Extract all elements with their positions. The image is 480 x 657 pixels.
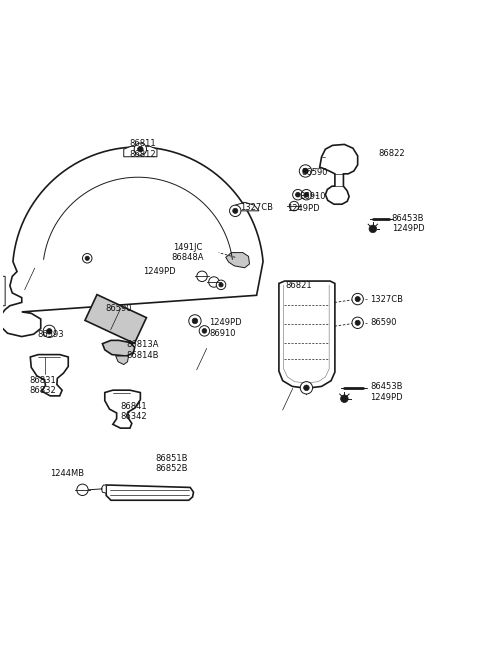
Circle shape bbox=[233, 208, 238, 214]
Circle shape bbox=[43, 325, 56, 338]
Circle shape bbox=[199, 326, 210, 336]
Text: 86590: 86590 bbox=[371, 318, 397, 327]
Polygon shape bbox=[85, 294, 146, 344]
Circle shape bbox=[134, 143, 146, 155]
Circle shape bbox=[229, 205, 241, 217]
Text: 1249PD: 1249PD bbox=[392, 225, 424, 233]
Circle shape bbox=[209, 277, 219, 287]
Circle shape bbox=[138, 147, 143, 152]
Text: 1491JC
86848A: 1491JC 86848A bbox=[171, 243, 204, 262]
Circle shape bbox=[304, 385, 309, 390]
Polygon shape bbox=[106, 485, 193, 500]
Circle shape bbox=[296, 193, 300, 197]
Text: 86831
86832: 86831 86832 bbox=[30, 376, 57, 395]
Polygon shape bbox=[0, 277, 5, 306]
Circle shape bbox=[301, 189, 312, 200]
Circle shape bbox=[355, 320, 360, 325]
Text: 86590: 86590 bbox=[301, 168, 328, 177]
Text: 1327CB: 1327CB bbox=[371, 294, 404, 304]
Text: 1249PD: 1249PD bbox=[209, 318, 242, 327]
Text: 86590: 86590 bbox=[106, 304, 132, 313]
Text: 86453B: 86453B bbox=[392, 214, 424, 223]
Polygon shape bbox=[30, 355, 68, 396]
Polygon shape bbox=[279, 281, 335, 388]
Text: 86453B: 86453B bbox=[371, 382, 403, 391]
Circle shape bbox=[216, 280, 226, 290]
Circle shape bbox=[352, 317, 363, 328]
Text: 86821: 86821 bbox=[285, 281, 312, 290]
Polygon shape bbox=[320, 145, 358, 204]
Circle shape bbox=[355, 296, 360, 302]
Polygon shape bbox=[116, 356, 129, 365]
Circle shape bbox=[197, 271, 207, 282]
Circle shape bbox=[189, 315, 201, 327]
Circle shape bbox=[289, 201, 299, 211]
Text: 1249PD: 1249PD bbox=[288, 204, 320, 214]
Polygon shape bbox=[235, 202, 259, 211]
Text: 1327CB: 1327CB bbox=[240, 203, 273, 212]
Circle shape bbox=[300, 382, 312, 394]
Text: 86593: 86593 bbox=[37, 330, 63, 339]
Text: 86851B
86852B: 86851B 86852B bbox=[155, 454, 188, 474]
Polygon shape bbox=[124, 147, 157, 157]
Circle shape bbox=[352, 294, 363, 305]
Circle shape bbox=[47, 328, 52, 334]
Circle shape bbox=[341, 395, 348, 403]
Text: 86910: 86910 bbox=[300, 192, 326, 201]
Polygon shape bbox=[102, 340, 135, 356]
Text: 86811
86812: 86811 86812 bbox=[130, 139, 156, 159]
Text: 86813A
86814B: 86813A 86814B bbox=[126, 340, 158, 359]
Circle shape bbox=[303, 168, 308, 173]
Polygon shape bbox=[0, 147, 263, 336]
Circle shape bbox=[85, 256, 89, 260]
Text: 1249PD: 1249PD bbox=[143, 267, 176, 276]
Text: 1249PD: 1249PD bbox=[371, 393, 403, 402]
Circle shape bbox=[369, 225, 377, 233]
Polygon shape bbox=[226, 252, 250, 268]
Polygon shape bbox=[101, 485, 106, 493]
Circle shape bbox=[83, 254, 92, 263]
Circle shape bbox=[304, 193, 309, 197]
Text: 1244MB: 1244MB bbox=[50, 468, 84, 478]
Circle shape bbox=[293, 189, 303, 200]
Circle shape bbox=[300, 165, 312, 177]
Circle shape bbox=[192, 318, 198, 324]
Text: 86841
86342: 86841 86342 bbox=[120, 402, 146, 421]
Text: 86910: 86910 bbox=[209, 328, 236, 338]
Polygon shape bbox=[105, 390, 140, 428]
Circle shape bbox=[202, 328, 207, 333]
Circle shape bbox=[219, 283, 223, 287]
Circle shape bbox=[77, 484, 88, 495]
Text: 86822: 86822 bbox=[379, 149, 405, 158]
